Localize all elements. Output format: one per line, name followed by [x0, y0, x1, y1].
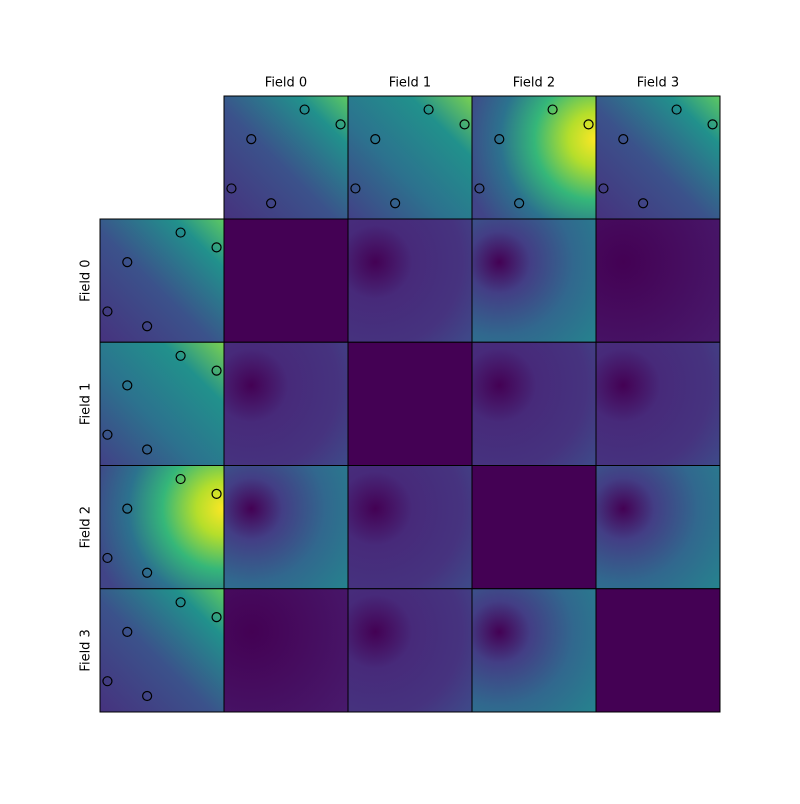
sample-point — [175, 473, 186, 485]
column-label: Field 2 — [513, 76, 555, 91]
sample-point — [122, 503, 133, 514]
row-label: Field 0 — [79, 259, 94, 301]
heatmap-panel — [347, 341, 473, 466]
sample-point — [370, 134, 381, 145]
heatmap-panel — [595, 95, 721, 220]
sample-point — [175, 597, 186, 608]
sample-point — [335, 119, 346, 130]
sample-point — [494, 134, 505, 145]
column-label: Field 3 — [637, 76, 679, 91]
heatmap-panel — [471, 341, 597, 466]
sample-point — [598, 183, 609, 194]
heatmap-panel — [595, 341, 721, 466]
sample-point — [246, 134, 257, 145]
sample-point — [211, 488, 222, 499]
heatmap-panel — [471, 95, 597, 220]
sample-point — [122, 257, 133, 268]
heatmap-panel — [347, 465, 473, 590]
heatmap-panel — [99, 218, 225, 343]
heatmap-panel — [595, 218, 721, 343]
heatmap-panel — [347, 588, 473, 713]
sample-point — [102, 676, 113, 687]
sample-point — [514, 198, 525, 209]
column-label: Field 0 — [265, 76, 307, 91]
heatmap-panel — [223, 218, 349, 343]
heatmap-panel — [347, 95, 473, 220]
sample-point — [299, 104, 310, 115]
sample-point — [266, 198, 277, 209]
sample-point — [102, 429, 113, 440]
heatmap-panel — [223, 588, 349, 713]
sample-point — [423, 104, 434, 115]
sample-point — [102, 552, 113, 564]
sample-point — [671, 104, 682, 115]
sample-point — [122, 380, 133, 391]
heatmap-panel — [223, 465, 349, 590]
sample-point — [583, 119, 594, 130]
sample-point — [102, 306, 113, 317]
sample-point — [175, 227, 186, 238]
sample-point — [618, 134, 629, 145]
row-label: Field 2 — [79, 506, 94, 548]
sample-point — [142, 690, 153, 702]
heatmap-panel — [595, 588, 721, 713]
sample-point — [474, 183, 485, 194]
heatmap-panel — [471, 218, 597, 343]
sample-point — [122, 626, 133, 637]
heatmap-panel — [99, 588, 225, 713]
sample-point — [142, 567, 153, 578]
sample-point — [390, 198, 401, 209]
sample-point — [142, 444, 153, 455]
sample-point — [638, 198, 649, 209]
sample-point — [211, 611, 222, 623]
sample-point — [142, 321, 153, 332]
sample-point — [175, 350, 186, 361]
sample-point — [547, 104, 558, 115]
heatmap-panel — [223, 95, 349, 220]
sample-point — [707, 119, 718, 130]
heatmap-panel — [99, 465, 225, 590]
heatmap-panel — [471, 588, 597, 713]
heatmap-panel — [347, 218, 473, 343]
sample-point — [226, 183, 237, 194]
row-label: Field 1 — [79, 383, 94, 425]
column-label: Field 1 — [389, 76, 431, 91]
sample-point — [350, 183, 361, 194]
sample-point — [211, 242, 222, 253]
heatmap-panel — [223, 341, 349, 466]
heatmap-panel — [471, 465, 597, 590]
heatmap-panel — [99, 341, 225, 466]
sample-point — [459, 119, 470, 130]
sample-point — [211, 365, 222, 376]
heatmap-panel — [595, 465, 721, 590]
row-label: Field 3 — [79, 629, 94, 671]
